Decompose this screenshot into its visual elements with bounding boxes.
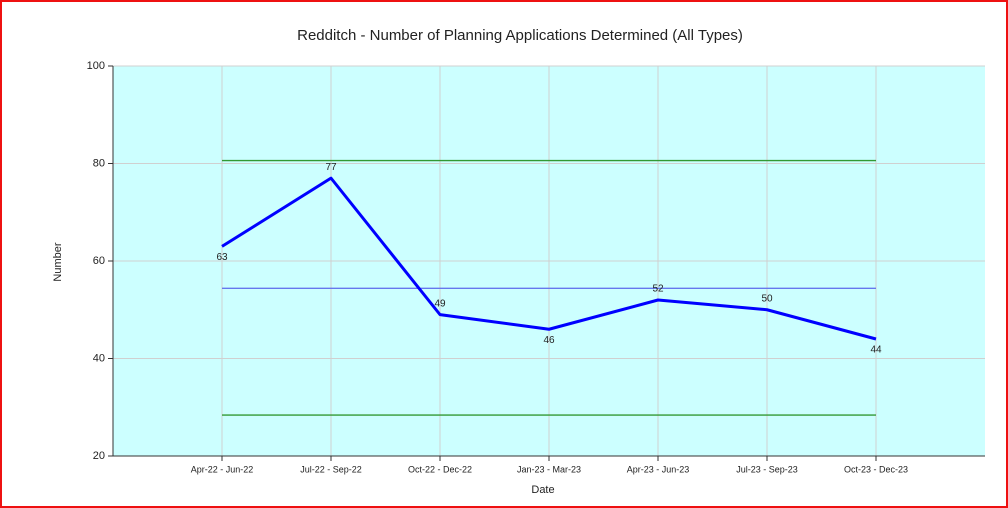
y-tick-label: 60	[93, 255, 105, 267]
y-tick-label: 80	[93, 157, 105, 169]
data-label: 63	[216, 252, 228, 263]
x-tick-label: Oct-23 - Dec-23	[844, 464, 908, 474]
x-tick-label: Apr-23 - Jun-23	[627, 464, 690, 474]
x-tick-label: Oct-22 - Dec-22	[408, 464, 472, 474]
data-label: 52	[652, 284, 664, 295]
data-line	[221, 176, 877, 341]
data-label: 50	[761, 293, 773, 304]
data-label: 46	[543, 335, 555, 346]
x-tick-label: Jan-23 - Mar-23	[517, 464, 581, 474]
data-label: 44	[870, 345, 882, 356]
x-tick-label: Jul-23 - Sep-23	[736, 464, 798, 474]
data-label: 77	[325, 162, 337, 173]
x-axis-label: Date	[531, 484, 554, 496]
chart-title: Redditch - Number of Planning Applicatio…	[297, 27, 743, 44]
y-tick-label: 100	[87, 60, 105, 72]
x-tick-label: Apr-22 - Jun-22	[191, 464, 254, 474]
x-tick-label: Jul-22 - Sep-22	[300, 464, 362, 474]
y-tick-label: 20	[93, 450, 105, 462]
y-tick-label: 40	[93, 352, 105, 364]
data-label: 49	[434, 298, 446, 309]
y-axis-label: Number	[52, 242, 64, 281]
